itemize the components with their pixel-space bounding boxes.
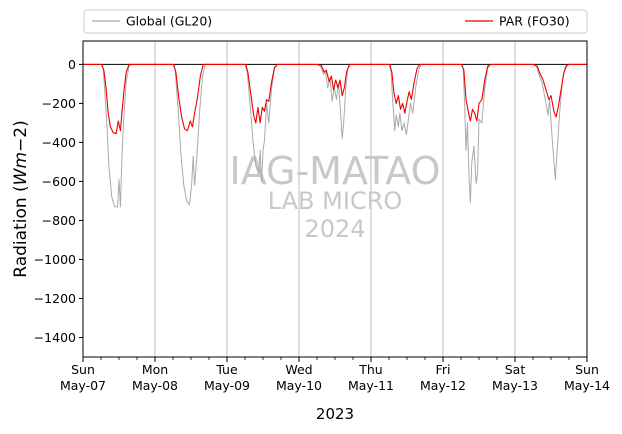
series-group [83, 63, 587, 208]
x-tick-date-4: May-11 [348, 378, 394, 393]
y-axis-label-main: Radiation ( [11, 185, 31, 277]
x-tick-date-0: May-07 [60, 378, 106, 393]
legend-label-par: PAR (FO30) [499, 14, 570, 29]
x-tick-date-1: May-08 [132, 378, 178, 393]
x-tick-date-2: May-09 [204, 378, 250, 393]
y-tick-label-7: −1400 [34, 330, 76, 345]
series-line-global [83, 63, 587, 208]
x-tick-day-5: Fri [436, 362, 451, 377]
x-tick-day-2: Tue [215, 362, 238, 377]
x-axis: SunMay-07MonMay-08TueMay-09WedMay-10ThuM… [60, 357, 610, 393]
x-tick-day-7: Sun [575, 362, 599, 377]
legend: Global (GL20) PAR (FO30) [83, 9, 588, 34]
x-tick-date-5: May-12 [420, 378, 466, 393]
x-tick-day-3: Wed [285, 362, 312, 377]
y-axis: 0 −200 −400 −600 −800 −1000 −1200 −1400 [34, 57, 83, 345]
y-tick-label-6: −1200 [34, 291, 76, 306]
legend-label-global: Global (GL20) [126, 14, 212, 29]
y-tick-label-3: −600 [42, 174, 76, 189]
x-tick-date-3: May-10 [276, 378, 322, 393]
y-tick-label-4: −800 [42, 213, 76, 228]
x-axis-label: 2023 [316, 405, 354, 423]
watermark-line3: 2024 [304, 215, 365, 243]
y-tick-label-0: 0 [68, 57, 76, 72]
grid [154, 41, 516, 357]
y-tick-label-2: −400 [42, 135, 76, 150]
x-tick-day-0: Sun [71, 362, 95, 377]
y-axis-label-tail: −2) [11, 120, 31, 152]
x-tick-day-6: Sat [505, 362, 526, 377]
x-tick-day-1: Mon [142, 362, 168, 377]
watermark: IAG-MATAO LAB MICRO 2024 [229, 149, 440, 243]
y-axis-label: Radiation (Wm−2) [11, 120, 31, 277]
watermark-line1: IAG-MATAO [229, 149, 440, 193]
x-tick-day-4: Thu [358, 362, 382, 377]
y-tick-label-5: −1000 [34, 252, 76, 267]
series-line-par [83, 63, 587, 135]
y-axis-label-italic: Wm [11, 152, 31, 185]
x-tick-date-7: May-14 [564, 378, 610, 393]
x-tick-date-6: May-13 [492, 378, 538, 393]
y-tick-label-1: −200 [42, 96, 76, 111]
legend-frame [83, 9, 588, 34]
watermark-line2: LAB MICRO [268, 187, 403, 215]
